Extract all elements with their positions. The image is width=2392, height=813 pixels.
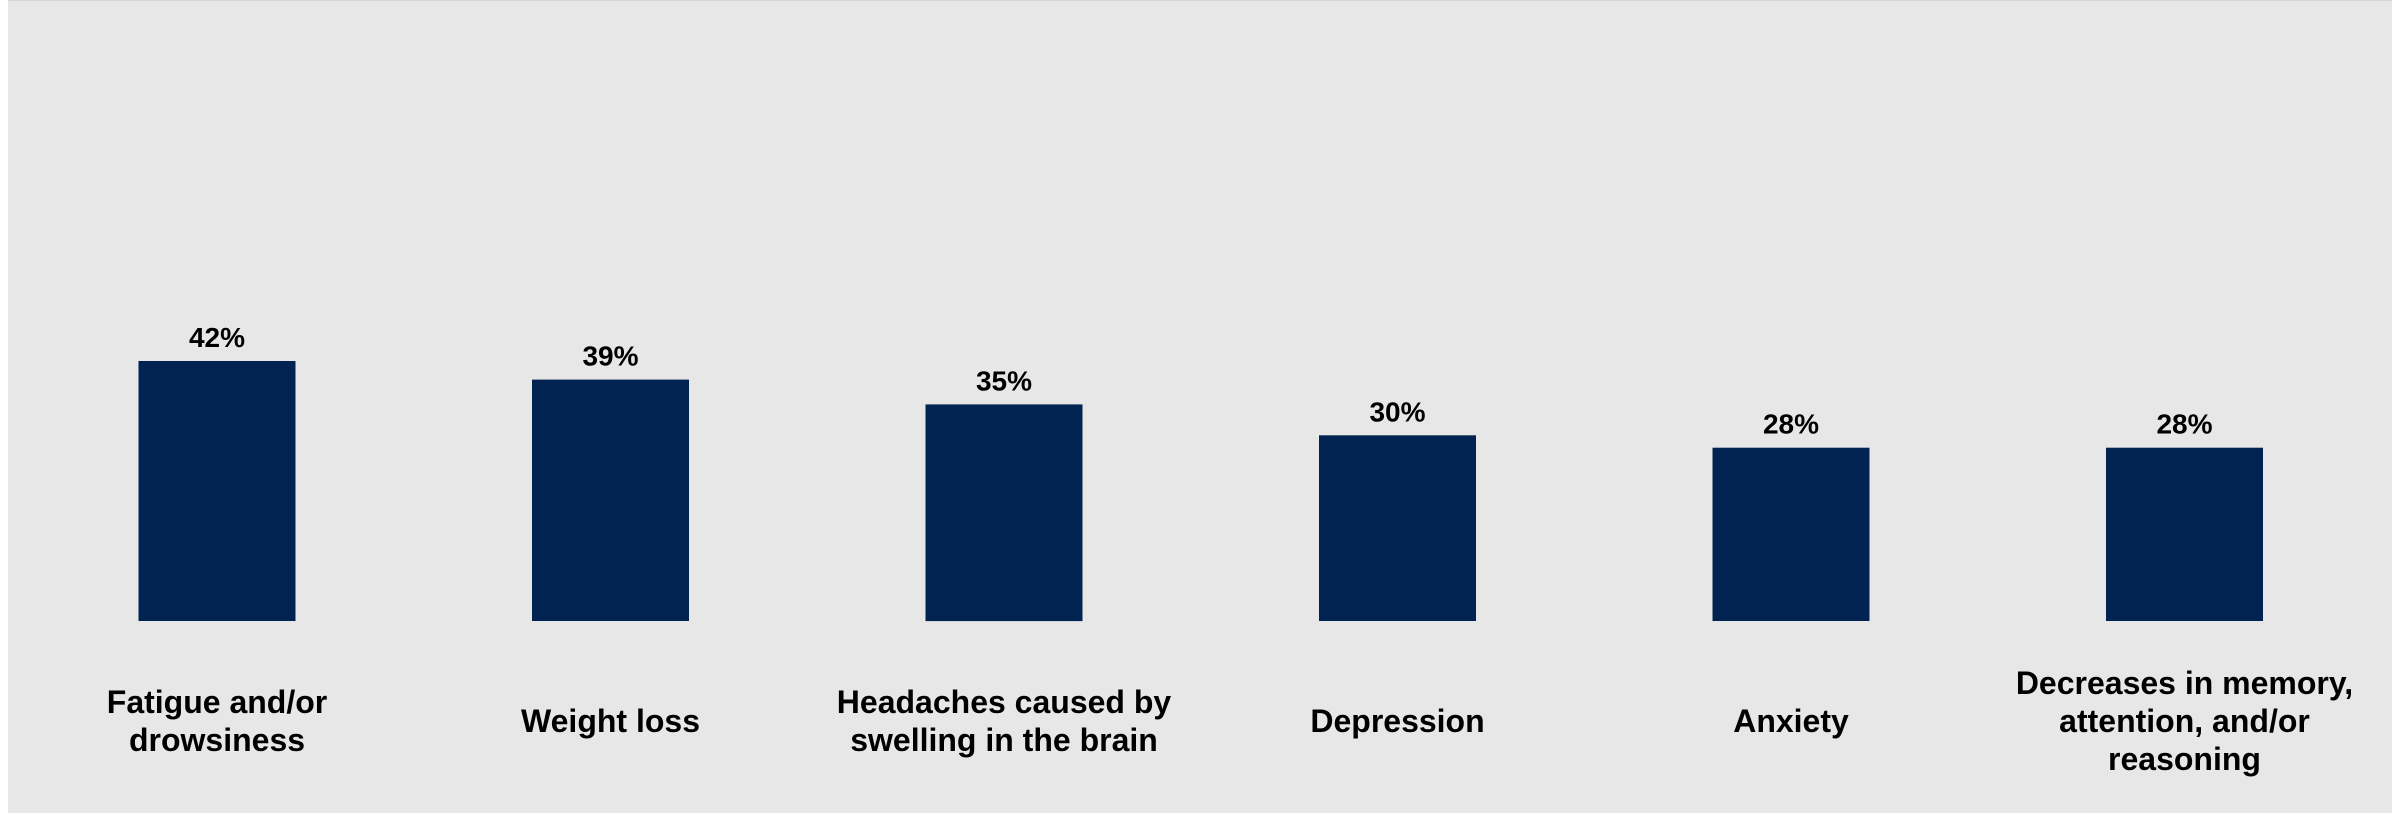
category-label-4: Anxiety	[1733, 703, 1849, 739]
category-label-line: Weight loss	[521, 703, 700, 739]
category-label-0: Fatigue and/or drowsiness	[107, 684, 327, 758]
category-label-line: Fatigue and/or	[107, 684, 327, 720]
data-label-2: 35%	[976, 365, 1032, 396]
category-label-1: Weight loss	[521, 703, 700, 739]
bar-2	[925, 404, 1083, 622]
data-label-3: 30%	[1369, 396, 1425, 427]
category-label-line: reasoning	[2108, 741, 2261, 777]
data-label-0: 42%	[189, 322, 245, 353]
category-label-line: swelling in the brain	[850, 722, 1158, 758]
category-label-line: Headaches caused by	[837, 684, 1172, 720]
chart-area: 42% Fatigue and/or drowsiness 39% Weight los…	[8, 0, 2392, 813]
data-label-1: 39%	[582, 341, 638, 372]
category-label-5: Decreases in memory, attention, and/or rea…	[2016, 665, 2353, 777]
category-label-3: Depression	[1310, 703, 1484, 739]
category-label-2: Headaches caused by swelling in the brain	[837, 684, 1172, 758]
bar-4	[1712, 447, 1870, 621]
category-label-line: Depression	[1310, 703, 1484, 739]
bar-3	[1319, 435, 1476, 621]
bar-chart: 42% Fatigue and/or drowsiness 39% Weight los…	[107, 322, 2353, 777]
category-label-line: Decreases in memory,	[2016, 665, 2353, 701]
data-label-4: 28%	[1763, 409, 1819, 440]
bar-5	[2106, 447, 2263, 621]
category-label-line: drowsiness	[129, 722, 305, 758]
data-label-5: 28%	[2156, 409, 2212, 440]
bar-0	[138, 361, 296, 621]
category-label-line: attention, and/or	[2059, 703, 2310, 739]
bar-1	[532, 379, 689, 621]
category-label-line: Anxiety	[1733, 703, 1849, 739]
